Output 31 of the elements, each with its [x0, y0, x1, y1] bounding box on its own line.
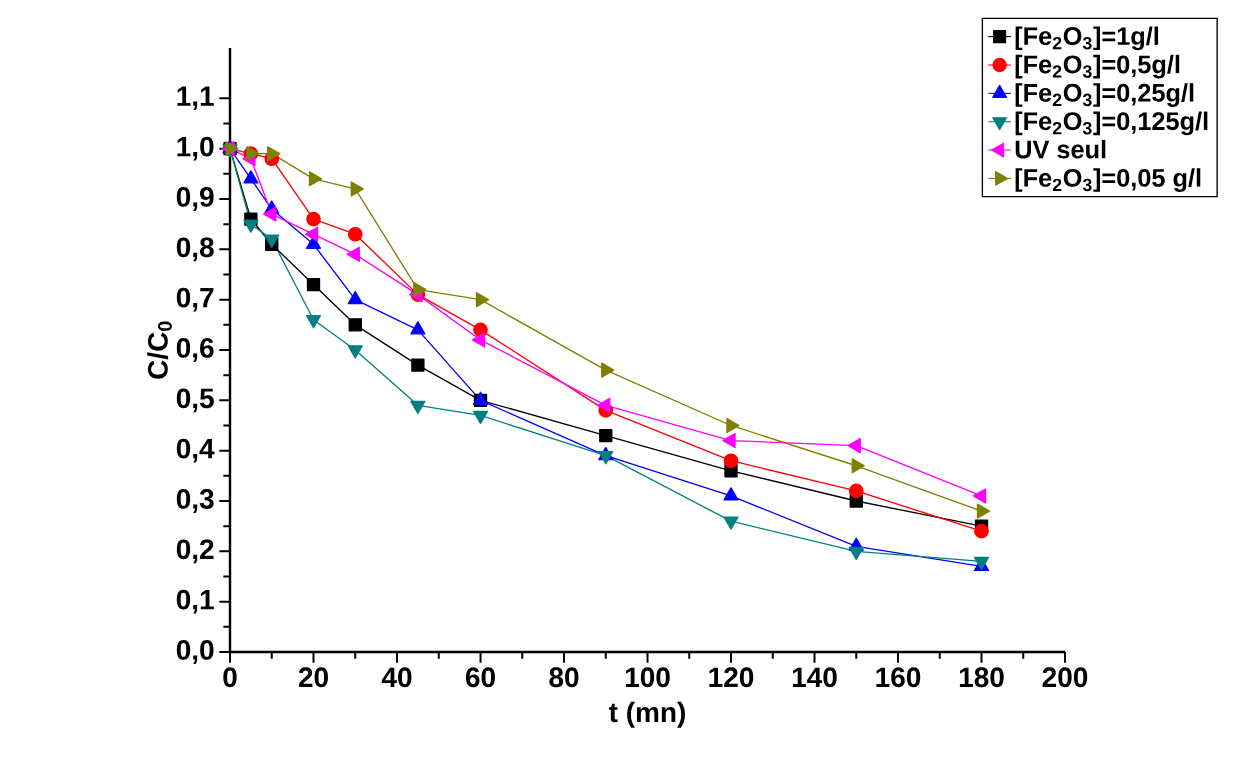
y-tick-label: 1,1	[177, 86, 214, 111]
y-tick-label: 0,9	[176, 187, 214, 211]
y-tick-label: 0,3	[176, 489, 214, 513]
x-tick-label: 20	[298, 667, 328, 688]
x-tick-label: 60	[465, 667, 495, 688]
legend-label: [Fe$_{2}$O$_{3}$]=1g/l	[1015, 26, 1159, 51]
y-tick-label: 0,4	[176, 438, 215, 463]
y-axis-title: C/C$_{0}$	[147, 321, 172, 379]
legend-label: [Fe$_{2}$O$_{3}$]=0,25g/l	[1015, 83, 1194, 107]
y-tick-label: 0,8	[176, 237, 214, 262]
x-tick-label: 180	[959, 667, 1004, 688]
y-tick-label: 0,1	[176, 589, 214, 614]
x-tick-label: 100	[625, 667, 670, 688]
legend-label: [Fe$_{2}$O$_{3}$]=0,125g/l	[1015, 111, 1208, 136]
y-tick-label: 1,0	[177, 136, 214, 161]
x-tick-label: 0	[223, 667, 237, 688]
x-axis-title: t (mn)	[608, 701, 685, 728]
x-tick-label: 140	[792, 667, 837, 688]
y-tick-label: 0,5	[176, 388, 214, 413]
y-tick-label: 0,7	[176, 287, 214, 312]
y-tick-label: 0,0	[176, 640, 214, 664]
legend-label: [Fe$_{2}$O$_{3}$]=0,5g/l	[1015, 54, 1180, 79]
x-tick-label: 160	[876, 667, 921, 688]
x-tick-label: 200	[1042, 667, 1088, 688]
x-tick-label: 40	[381, 667, 412, 688]
y-tick-label: 0,2	[176, 539, 214, 564]
y-tick-label: 0,6	[176, 338, 214, 362]
x-tick-label: 80	[549, 667, 579, 688]
x-tick-label: 120	[709, 667, 754, 688]
legend-label: [Fe$_{2}$O$_{3}$]=0,05 g/l	[1015, 168, 1201, 192]
legend-label: UV seul	[1015, 139, 1106, 159]
